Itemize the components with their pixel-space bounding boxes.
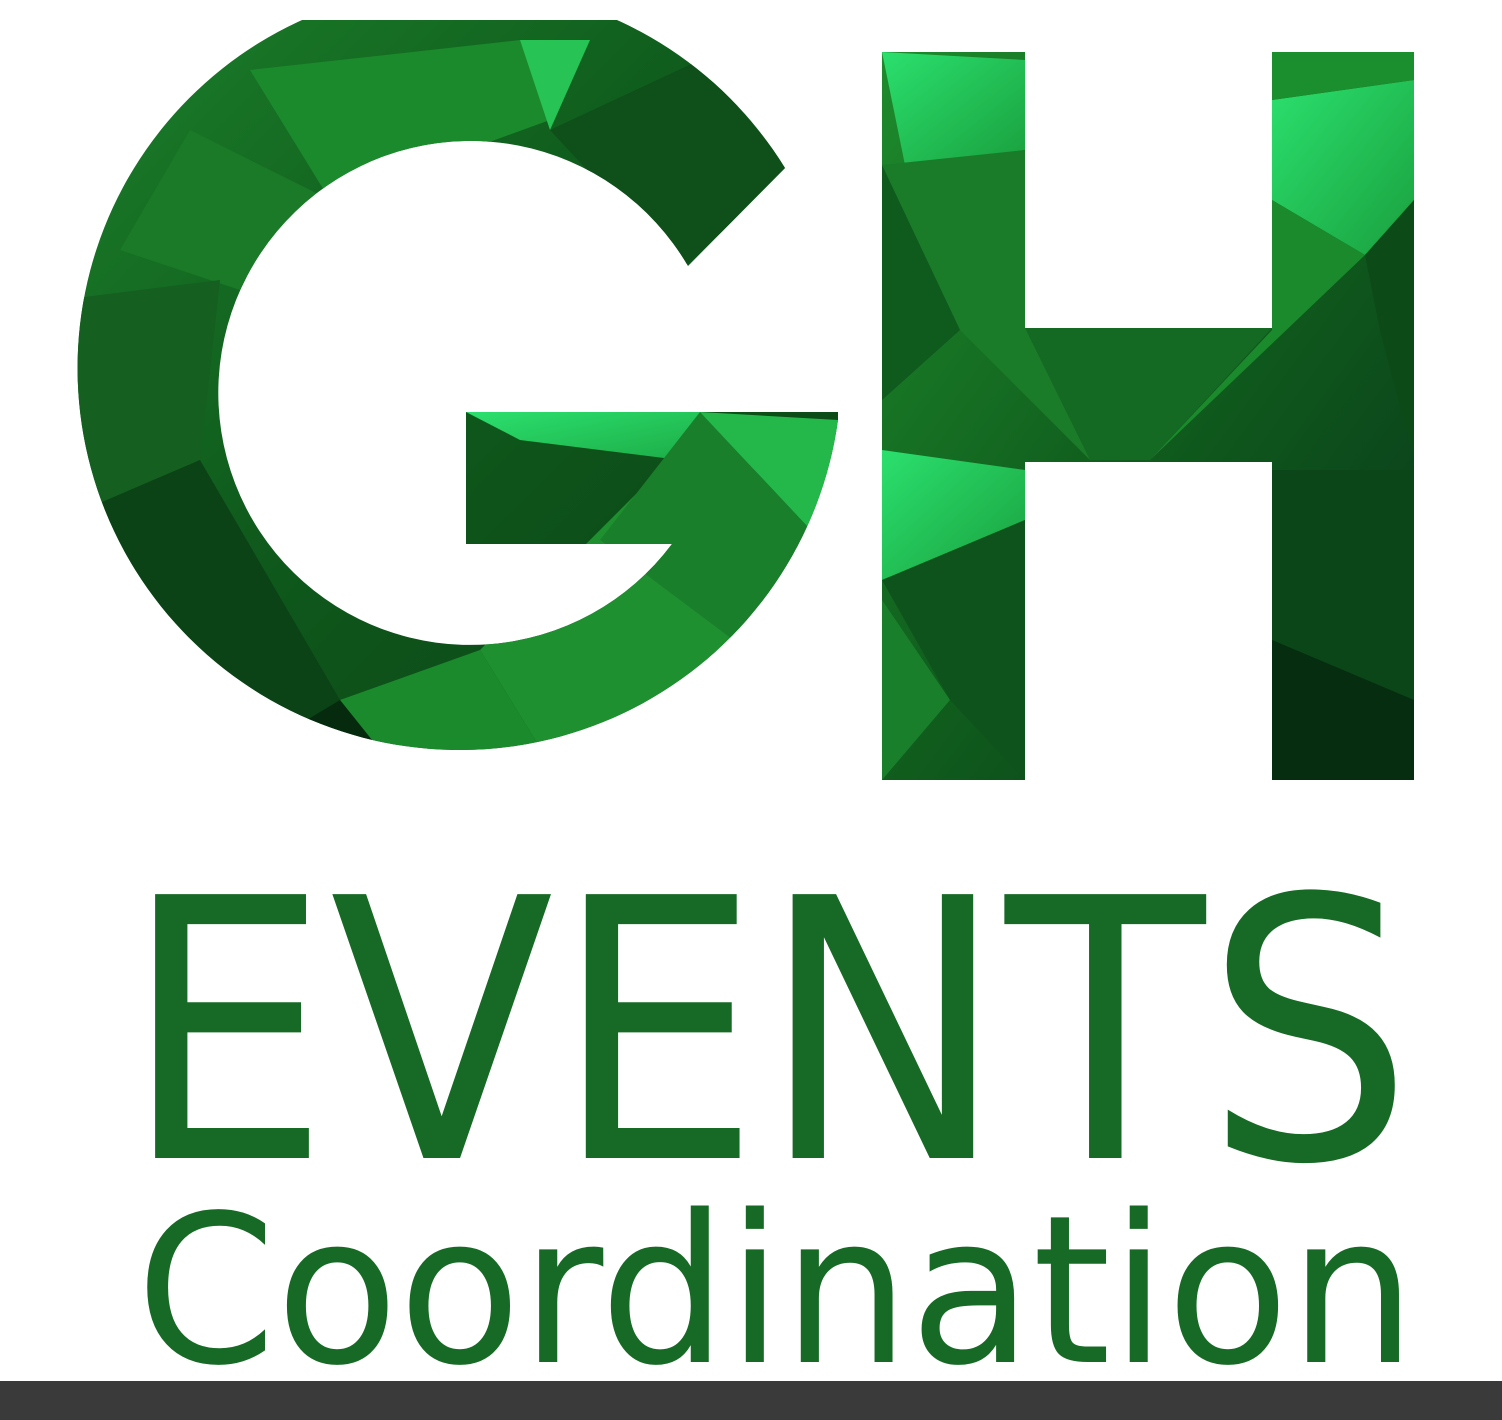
bottom-bar [0,1381,1502,1420]
h-letter [882,52,1414,780]
wordmark: EVENTS Coordination [123,860,1416,1380]
gh-monogram-logo [77,20,1414,780]
g-letter [77,20,838,751]
events-text: EVENTS [123,860,1413,1244]
coordination-text: Coordination [136,1171,1416,1380]
